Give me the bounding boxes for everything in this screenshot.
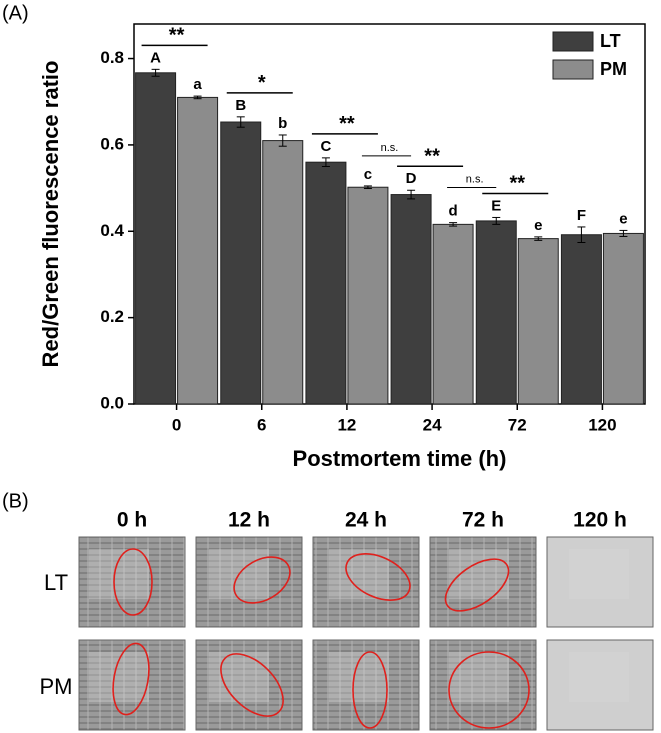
- micrograph-shade: [89, 549, 149, 599]
- group-letter: a: [193, 76, 202, 93]
- highlight-ellipse: [112, 642, 150, 716]
- bar: [262, 140, 304, 405]
- bar: [347, 186, 389, 405]
- error-bar: [236, 116, 245, 128]
- group-letter: D: [406, 170, 417, 187]
- micrograph: [312, 639, 420, 731]
- significance-label: **: [169, 25, 185, 47]
- bar: [305, 161, 347, 405]
- row-label: PM: [40, 674, 73, 699]
- error-bar: [193, 95, 202, 100]
- error-bar: [278, 134, 287, 147]
- significance-label: **: [509, 173, 525, 195]
- x-tick-label: 12: [337, 415, 356, 434]
- error-bar: [363, 185, 372, 190]
- column-label: 24 h: [345, 509, 387, 532]
- group-letter: F: [577, 207, 586, 224]
- highlight-ellipse: [233, 556, 291, 604]
- column-label: 0 h: [117, 509, 147, 532]
- micrograph-shade: [449, 549, 509, 599]
- legend-swatch: [552, 31, 594, 52]
- bar: [517, 238, 559, 405]
- group-letter: e: [619, 210, 627, 227]
- highlight-ellipse: [220, 653, 284, 717]
- error-bar: [151, 68, 160, 77]
- micrograph: [78, 536, 186, 628]
- error-bar: [534, 236, 543, 241]
- significance-label: **: [339, 113, 355, 135]
- bar: [602, 232, 644, 405]
- micrograph-shade: [569, 549, 629, 599]
- y-tick-label: 0.6: [100, 134, 124, 153]
- error-bar: [619, 229, 628, 237]
- micrograph: [195, 536, 303, 628]
- ns-label: n.s.: [381, 142, 399, 154]
- y-tick-label: 0.4: [100, 221, 124, 240]
- legend-swatch: [552, 59, 594, 80]
- micrograph: [312, 536, 420, 628]
- bar: [475, 220, 517, 405]
- error-bar: [492, 216, 501, 225]
- micrograph-panel: [78, 536, 654, 731]
- micrograph: [78, 639, 186, 731]
- group-letter: d: [448, 203, 457, 220]
- row-label: LT: [44, 570, 68, 595]
- micrograph: [546, 536, 654, 628]
- bar: [220, 121, 262, 405]
- bar: [560, 234, 602, 405]
- plot-frame: [133, 23, 646, 405]
- legend-label: LT: [600, 31, 621, 51]
- x-tick-label: 0: [172, 415, 181, 434]
- x-tick-label: 120: [588, 415, 616, 434]
- bar: [135, 72, 177, 405]
- highlight-ellipse: [113, 548, 153, 616]
- group-letter: E: [491, 197, 501, 214]
- y-tick-label: 0.8: [100, 48, 124, 67]
- y-tick-label: 0.0: [100, 393, 124, 412]
- micrograph: [429, 536, 537, 628]
- significance-label: **: [424, 146, 440, 168]
- micrograph-shade: [329, 549, 389, 599]
- x-tick-label: 24: [423, 415, 442, 434]
- group-letter: A: [150, 49, 161, 66]
- highlight-ellipse: [444, 558, 510, 612]
- column-label: 12 h: [228, 509, 270, 532]
- bar: [177, 96, 219, 405]
- bar: [390, 194, 432, 405]
- error-bar: [321, 157, 330, 167]
- micrograph-shade: [449, 652, 509, 702]
- x-tick-label: 6: [257, 415, 266, 434]
- highlight-ellipse: [352, 651, 388, 729]
- highlight-ellipse: [345, 553, 411, 601]
- group-letter: B: [235, 97, 246, 114]
- group-letter: e: [534, 217, 542, 234]
- x-tick-label: 72: [508, 415, 527, 434]
- column-label: 120 h: [573, 509, 627, 532]
- y-tick-label: 0.2: [100, 307, 124, 326]
- error-bar: [407, 189, 416, 200]
- micrograph-shade: [569, 652, 629, 702]
- error-bar: [449, 222, 458, 227]
- micrograph: [546, 639, 654, 731]
- y-axis-title: Red/Green fluorescence ratio: [38, 61, 63, 368]
- micrograph-shade: [209, 652, 269, 702]
- group-letter: b: [278, 115, 287, 132]
- highlight-ellipse: [448, 651, 530, 729]
- micrograph: [195, 639, 303, 731]
- legend-label: PM: [600, 59, 627, 79]
- panel-label: (A): [2, 2, 29, 24]
- panel-label: (B): [2, 490, 29, 512]
- x-axis-title: Postmortem time (h): [293, 446, 507, 471]
- significance-label: *: [258, 72, 266, 94]
- error-bar: [577, 226, 586, 243]
- column-label: 72 h: [462, 509, 504, 532]
- group-letter: c: [364, 166, 372, 183]
- group-letter: C: [320, 138, 331, 155]
- ns-label: n.s.: [466, 173, 484, 185]
- bar: [432, 223, 474, 405]
